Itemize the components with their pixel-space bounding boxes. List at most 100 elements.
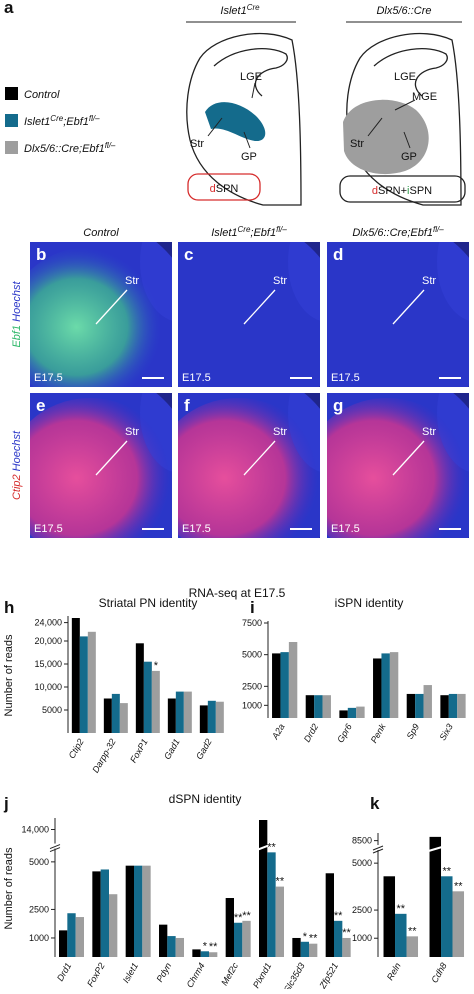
axis-break (49, 847, 61, 853)
text-part: i (407, 185, 409, 197)
region-pointer (243, 440, 276, 476)
y-tick-label: 1000 (242, 700, 262, 710)
bar (143, 661, 152, 733)
bar (339, 710, 348, 718)
panel-letter: e (36, 396, 45, 415)
bar (79, 636, 88, 733)
tissue (327, 242, 469, 387)
bar (383, 876, 396, 957)
bar (142, 865, 151, 957)
y-tick-label: 7500 (242, 618, 262, 628)
bar (300, 941, 309, 957)
bar (423, 685, 432, 718)
row-label: Ctip2 Hoechst (11, 430, 23, 500)
x-tick-label: Drd2 (302, 722, 320, 744)
region-label: Str (125, 426, 139, 438)
y-tick-label: 2500 (352, 905, 372, 915)
box-label: dSPN+iSPN (372, 185, 432, 197)
significance: * (303, 931, 308, 943)
x-tick-label: Ctip2 (67, 737, 86, 760)
bar (305, 695, 315, 718)
axis-break (49, 844, 61, 850)
text-part: Ebf1 (11, 325, 23, 348)
x-tick-label: Cdh8 (429, 961, 448, 985)
text-part: Islet1 (24, 116, 50, 128)
legend-swatch (5, 87, 18, 100)
x-tick-label: Pdyn (154, 961, 173, 984)
bar (325, 873, 334, 957)
text-part: Dlx5/6::Cre;Ebf1 (24, 143, 105, 155)
bar (448, 693, 458, 718)
axis-break (372, 845, 384, 851)
bar (440, 695, 449, 718)
bar-break (428, 846, 443, 852)
y-tick-label: 1000 (352, 933, 372, 943)
bar (406, 936, 419, 957)
x-tick-label: Darpp-32 (90, 737, 117, 775)
region-label: Str (273, 426, 287, 438)
significance: ** (334, 910, 343, 922)
text-part: Control (24, 89, 60, 101)
panel-letter: k (370, 794, 380, 813)
panel-letter: j (3, 794, 9, 813)
row-label: Ebf1 Hoechst (11, 281, 23, 348)
bar (322, 695, 331, 718)
stain (30, 247, 172, 387)
x-tick-label: Chrm4 (185, 961, 207, 989)
stain (327, 398, 469, 538)
bar (67, 913, 76, 957)
bar (441, 876, 453, 957)
box-label: dSPN (210, 183, 239, 195)
micrograph (30, 242, 172, 387)
micrograph (327, 393, 469, 538)
region-pointer (95, 289, 128, 325)
bar (175, 691, 184, 733)
micrograph (327, 242, 469, 387)
region-label: GP (401, 151, 417, 163)
region-label: LGE (240, 71, 262, 83)
bar (167, 936, 176, 957)
bar (234, 922, 243, 957)
text-part: ;Ebf1 (250, 227, 276, 239)
panel-letter: b (36, 245, 46, 264)
x-tick-label: FoxP1 (128, 737, 150, 765)
column-header: Dlx5/6::Cre;Ebf1fl/– (352, 225, 444, 240)
bar (175, 937, 184, 957)
bar (75, 917, 84, 957)
region-label: Str (125, 275, 139, 287)
bar (267, 852, 276, 957)
bar (125, 865, 134, 957)
text-part: Islet1 (220, 5, 246, 17)
y-tick-label: 24,000 (34, 618, 62, 628)
bar (334, 920, 343, 957)
text-part: d (210, 183, 216, 195)
x-tick-label: Slc35d3 (282, 961, 307, 989)
significance: ** (209, 941, 218, 953)
bar (395, 913, 407, 957)
cortex (437, 242, 469, 321)
y-tick-label: 8500 (352, 836, 372, 846)
legend-label: Control (24, 89, 60, 101)
region-label: Str (273, 275, 287, 287)
stain (30, 398, 172, 538)
striatum-region (205, 102, 266, 142)
region-pointer (392, 440, 425, 476)
x-tick-label: Sp9 (405, 722, 422, 741)
bar (272, 653, 281, 718)
bar (111, 693, 120, 733)
x-tick-label: Gad1 (162, 737, 182, 761)
text-part: Hoechst (11, 430, 23, 474)
region-pointer (95, 440, 128, 476)
text-part: Control (83, 227, 119, 239)
significance: * (203, 940, 208, 952)
stage-label: E17.5 (182, 523, 211, 535)
cortex (140, 242, 172, 321)
significance: ** (309, 933, 318, 945)
bar (288, 642, 298, 718)
stage-label: E17.5 (34, 523, 63, 535)
bar (406, 693, 416, 718)
stain (178, 398, 320, 538)
bar-break (257, 844, 269, 851)
x-tick-label: Zfp521 (317, 961, 340, 989)
